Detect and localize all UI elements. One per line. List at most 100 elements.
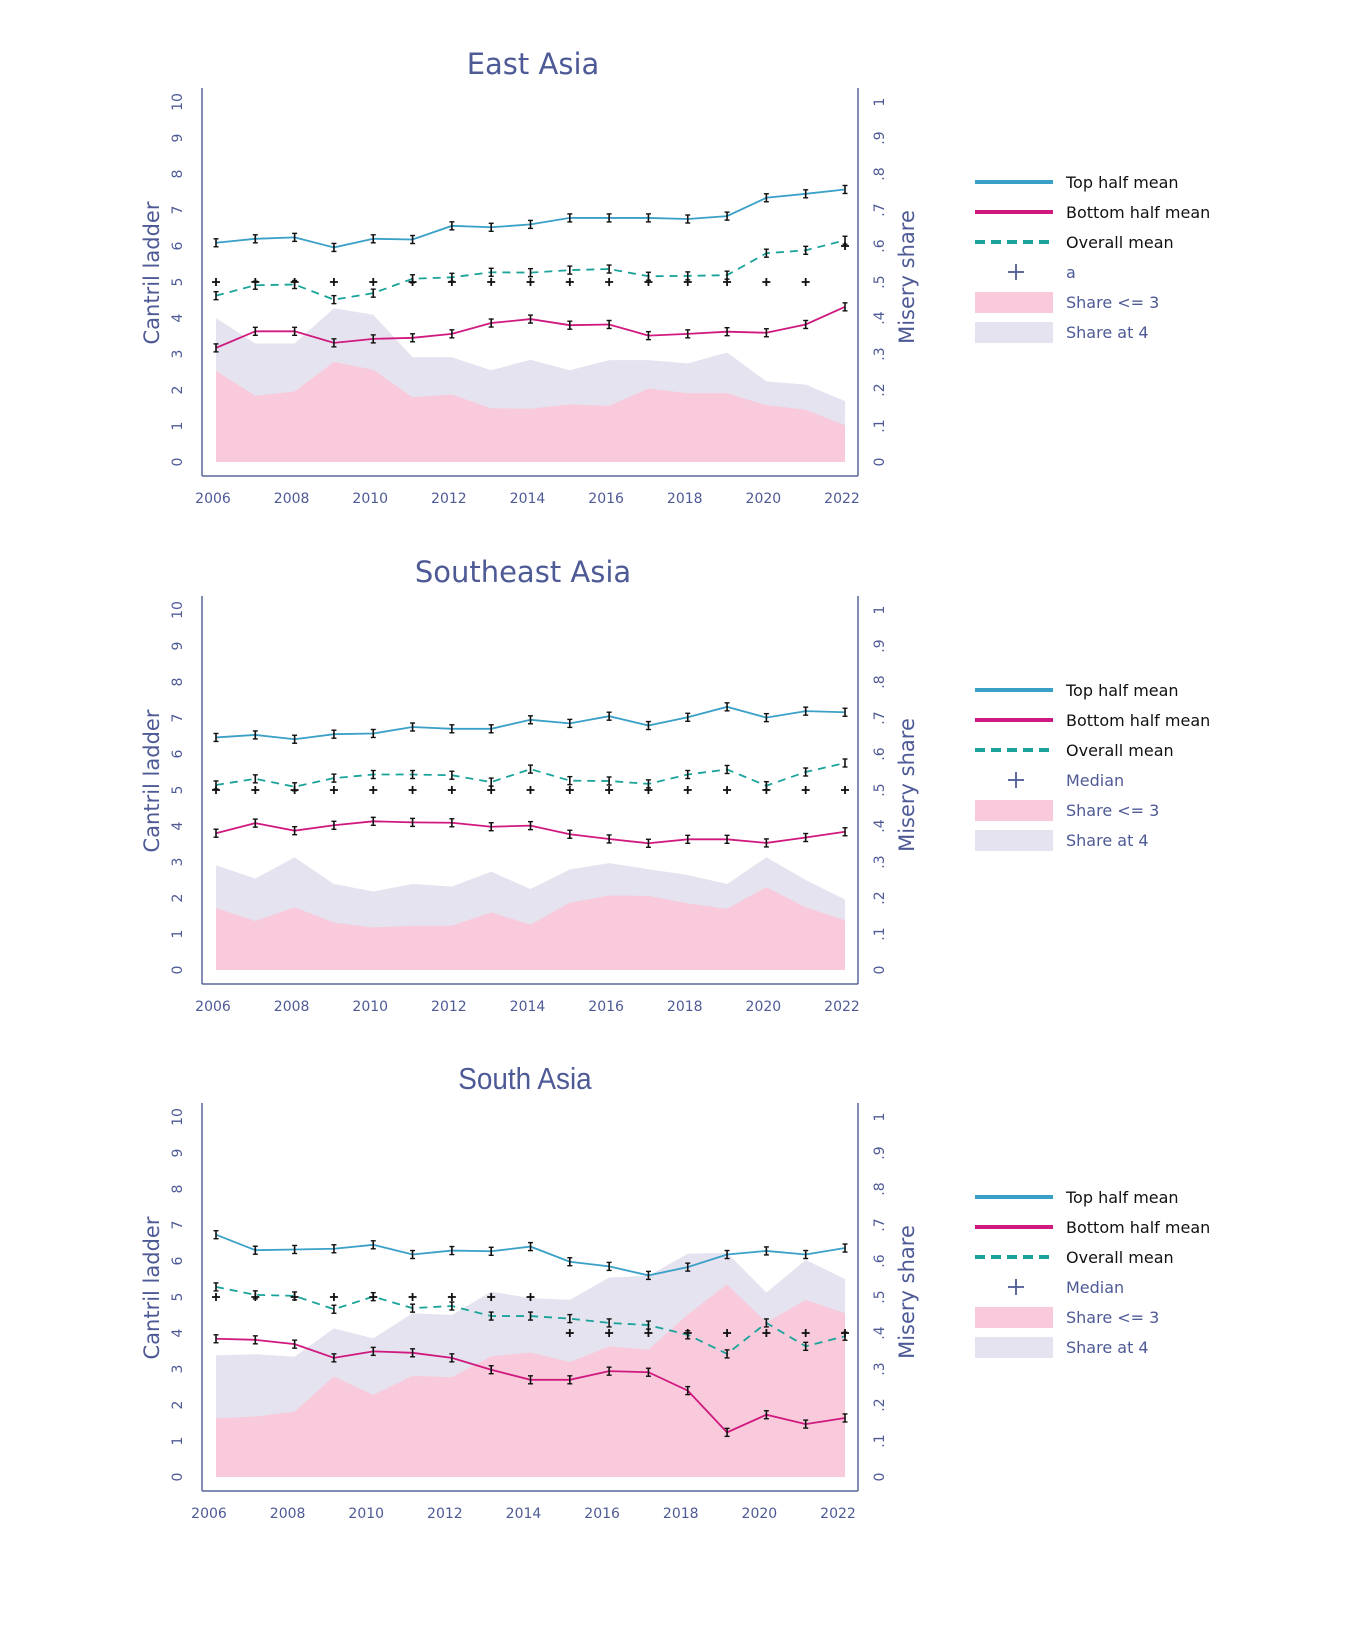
y-tick-label-left: 7 xyxy=(170,1221,186,1230)
legend-swatch-area xyxy=(975,1307,1053,1328)
y-tick-label-right: .3 xyxy=(872,1362,888,1375)
median-marker xyxy=(723,786,732,794)
error-bar-top-half-mean xyxy=(763,1246,769,1256)
error-bar-overall-mean xyxy=(528,764,533,774)
legend: Top half mean Bottom half mean Overall mea… xyxy=(975,1188,1210,1358)
error-bar-bottom-half-mean xyxy=(292,326,298,337)
error-bar-bottom-half-mean xyxy=(252,326,258,337)
error-bar-overall-mean xyxy=(449,1301,455,1311)
error-bar-top-half-mean xyxy=(449,724,455,734)
y-tick-label-left: 0 xyxy=(170,966,186,975)
legend-label: Share <= 3 xyxy=(1066,801,1159,820)
y-tick-label-right: 1 xyxy=(872,1113,888,1122)
error-bar-overall-mean xyxy=(567,1313,573,1324)
error-bar-bottom-half-mean xyxy=(488,318,494,328)
error-bar-bottom-half-mean xyxy=(645,330,651,341)
median-marker xyxy=(644,278,653,286)
legend-item: Bottom half mean xyxy=(975,1218,1210,1237)
legend-item: Share at 4 xyxy=(975,322,1149,343)
error-bar-top-half-mean xyxy=(292,232,298,243)
y-axis-title-right: Misery share xyxy=(895,1225,919,1359)
error-bar-bottom-half-mean xyxy=(606,319,612,330)
error-bar-top-half-mean xyxy=(370,728,376,739)
y-axis-title-left: Cantril ladder xyxy=(140,201,164,344)
error-bar-bottom-half-mean xyxy=(763,838,769,848)
error-bar-overall-mean xyxy=(213,290,219,301)
y-tick-label-left: 1 xyxy=(170,1437,186,1446)
error-bar-top-half-mean xyxy=(370,234,376,244)
median-marker xyxy=(565,278,574,286)
y-tick-label-right: .9 xyxy=(872,131,888,144)
legend-item: Median xyxy=(1008,1278,1124,1297)
error-bar-top-half-mean xyxy=(803,706,809,716)
median-marker xyxy=(290,1293,299,1301)
median-marker xyxy=(762,1329,771,1337)
error-bar-overall-mean xyxy=(370,288,376,298)
error-bar-bottom-half-mean xyxy=(567,1375,573,1385)
y-tick-label-left: 4 xyxy=(170,1328,186,1337)
error-bar-top-half-mean xyxy=(410,722,416,732)
error-bar-overall-mean xyxy=(763,1318,769,1328)
median-marker xyxy=(526,786,535,794)
chart-title: South Asia xyxy=(458,1062,592,1097)
y-tick-label-left: 4 xyxy=(170,821,186,830)
y-tick-label-right: .8 xyxy=(872,1182,888,1195)
median-marker xyxy=(447,786,456,794)
legend-label: Share at 4 xyxy=(1066,1338,1149,1357)
y-tick-label-left: 7 xyxy=(170,714,186,723)
error-bar-top-half-mean xyxy=(685,1262,691,1272)
median-marker xyxy=(762,278,771,286)
median-marker xyxy=(487,1293,496,1301)
y-tick-label-left: 7 xyxy=(170,206,186,215)
error-bar-top-half-mean xyxy=(567,1257,573,1267)
error-bar-bottom-half-mean xyxy=(724,1427,730,1438)
error-bar-bottom-half-mean xyxy=(567,829,573,839)
legend-item: Share <= 3 xyxy=(975,292,1159,313)
y-tick-label-left: 2 xyxy=(170,1401,186,1410)
error-bar-top-half-mean xyxy=(763,193,769,203)
legend-swatch-area xyxy=(975,322,1053,343)
error-bar-overall-mean xyxy=(252,774,258,784)
legend-item: Top half mean xyxy=(975,173,1179,192)
error-bar-bottom-half-mean xyxy=(331,820,337,830)
x-tick-label: 2014 xyxy=(510,491,546,507)
error-bar-top-half-mean xyxy=(449,221,455,231)
y-tick-label-left: 2 xyxy=(170,386,186,395)
median-marker xyxy=(841,786,849,794)
x-tick-label: 2018 xyxy=(663,1506,699,1522)
error-bar-top-half-mean xyxy=(842,707,848,717)
x-tick-label: 2022 xyxy=(824,491,860,507)
legend-swatch-area xyxy=(975,1337,1053,1358)
error-bar-bottom-half-mean xyxy=(331,338,337,348)
legend: Top half mean Bottom half mean Overall mea… xyxy=(975,681,1210,851)
error-bar-bottom-half-mean xyxy=(370,334,376,344)
error-bar-top-half-mean xyxy=(213,732,219,743)
error-bar-bottom-half-mean xyxy=(528,820,533,831)
median-marker xyxy=(801,278,810,286)
error-bar-top-half-mean xyxy=(410,234,416,245)
median-marker xyxy=(408,278,417,286)
y-tick-label-left: 5 xyxy=(170,786,186,795)
y-tick-label-left: 3 xyxy=(170,350,186,359)
y-axis-title-left: Cantril ladder xyxy=(140,1216,164,1359)
error-bar-bottom-half-mean xyxy=(449,329,455,339)
median-marker xyxy=(447,278,456,286)
error-bar-top-half-mean xyxy=(645,213,651,223)
median-marker xyxy=(212,278,220,286)
median-marker xyxy=(251,786,260,794)
error-bar-overall-mean xyxy=(488,777,494,787)
median-marker xyxy=(487,278,496,286)
y-tick-label-right: .7 xyxy=(872,711,888,724)
legend-swatch-area xyxy=(975,800,1053,821)
error-bar-top-half-mean xyxy=(803,1249,809,1260)
median-marker xyxy=(487,786,496,794)
y-tick-label-right: .5 xyxy=(872,783,888,796)
y-tick-label-right: .3 xyxy=(872,347,888,360)
legend-item: Median xyxy=(1008,771,1124,790)
legend-label: a xyxy=(1066,263,1076,282)
error-bar-top-half-mean xyxy=(488,724,494,734)
error-bar-top-half-mean xyxy=(803,189,809,199)
legend-item: Overall mean xyxy=(975,741,1174,760)
error-bar-bottom-half-mean xyxy=(803,832,809,843)
error-bar-bottom-half-mean xyxy=(842,302,848,312)
